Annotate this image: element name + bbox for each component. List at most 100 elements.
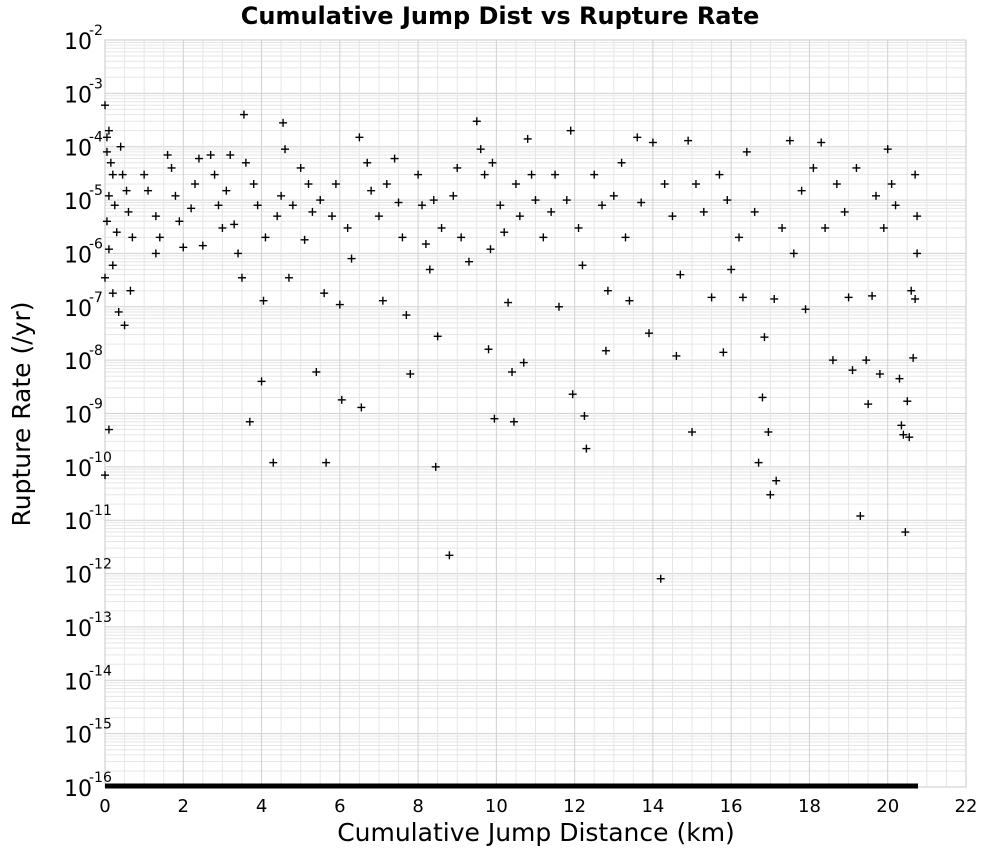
data-point [179, 243, 188, 252]
data-point [102, 133, 111, 142]
data-point [684, 136, 693, 145]
data-point [464, 257, 473, 266]
data-point [249, 180, 258, 189]
x-tick-label: 2 [178, 796, 189, 817]
data-point [547, 207, 556, 216]
data-point [891, 201, 900, 210]
data-point [519, 358, 528, 367]
data-point [257, 377, 266, 386]
data-point [480, 170, 489, 179]
y-tick-base: 10 [64, 777, 92, 802]
data-point [433, 332, 442, 341]
data-point [568, 390, 577, 399]
data-point [844, 293, 853, 302]
y-tick-base: 10 [64, 350, 92, 375]
data-point [144, 186, 153, 195]
data-point [856, 511, 865, 520]
data-point [879, 223, 888, 232]
y-tick-exponent: -12 [89, 557, 112, 573]
y-tick-exponent: -13 [89, 610, 112, 626]
data-point [445, 551, 454, 560]
data-point [578, 261, 587, 270]
data-point [308, 207, 317, 216]
y-tick-base: 10 [64, 190, 92, 215]
data-point [644, 329, 653, 338]
x-tick-label: 6 [334, 796, 345, 817]
data-point [425, 265, 434, 274]
data-point [429, 196, 438, 205]
data-point [122, 186, 131, 195]
y-tick-exponent: -5 [89, 183, 103, 199]
data-point [234, 249, 243, 258]
y-tick-base: 10 [64, 724, 92, 749]
x-tick-label: 14 [641, 796, 664, 817]
data-point [809, 163, 818, 172]
x-tick-label: 16 [720, 796, 743, 817]
data-point [875, 369, 884, 378]
data-point [253, 201, 262, 210]
data-point [660, 180, 669, 189]
data-point [151, 249, 160, 258]
data-point [140, 170, 149, 179]
data-point [617, 158, 626, 167]
data-point [648, 138, 657, 147]
data-point [245, 417, 254, 426]
data-point [237, 273, 246, 282]
data-point [300, 235, 309, 244]
data-point [320, 289, 329, 298]
data-point [913, 212, 922, 221]
data-point [327, 212, 336, 221]
y-tick-label: 10-8 [64, 343, 103, 375]
data-point [691, 180, 700, 189]
data-point [355, 133, 364, 142]
data-point [688, 428, 697, 437]
data-point [554, 302, 563, 311]
data-point [175, 217, 184, 226]
data-point [337, 395, 346, 404]
data-point [101, 101, 109, 110]
data-point [871, 191, 880, 200]
data-point [848, 366, 857, 375]
y-tick-label: 10-7 [64, 290, 103, 322]
data-point [382, 180, 391, 189]
data-point [312, 367, 321, 376]
data-point [789, 249, 798, 258]
data-point [637, 198, 646, 207]
data-point [785, 136, 794, 145]
y-tick-base: 10 [64, 617, 92, 642]
data-point [500, 228, 509, 237]
data-point [414, 170, 423, 179]
data-point [484, 345, 493, 354]
grid [104, 40, 967, 788]
data-point [406, 369, 415, 378]
data-point [116, 142, 125, 151]
data-point [357, 403, 366, 412]
data-point [817, 138, 826, 147]
data-point [363, 158, 372, 167]
data-point [801, 305, 810, 314]
data-point [106, 158, 115, 167]
data-point [864, 400, 873, 409]
y-tick-exponent: -16 [89, 770, 112, 786]
data-point [241, 158, 250, 167]
data-point [453, 163, 462, 172]
data-point [562, 196, 571, 205]
y-tick-label: 10-2 [64, 23, 103, 55]
data-point [102, 147, 111, 156]
data-point [735, 233, 744, 242]
data-point [390, 154, 399, 163]
data-point [715, 170, 724, 179]
y-tick-base: 10 [64, 243, 92, 268]
data-point [609, 191, 618, 200]
data-point [476, 145, 485, 154]
data-point [580, 411, 589, 420]
data-point [508, 367, 517, 376]
data-point [764, 428, 773, 437]
data-point [901, 528, 910, 537]
y-tick-label: 10-14 [64, 663, 112, 695]
data-point [598, 201, 607, 210]
data-point [527, 170, 536, 179]
data-point [210, 170, 219, 179]
data-point [772, 476, 781, 485]
data-point [676, 270, 685, 279]
